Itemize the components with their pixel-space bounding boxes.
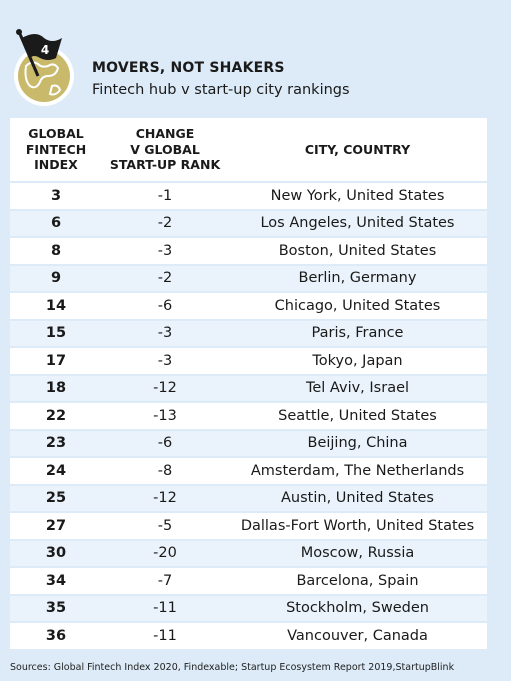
cell-city-country: Berlin, Germany <box>228 263 487 291</box>
table-row: 18 -12 Tel Aviv, Israel <box>10 373 487 401</box>
table-row: 30 -20 Moscow, Russia <box>10 538 487 566</box>
cell-city-country: Tel Aviv, Israel <box>228 373 487 401</box>
cell-rank-change: -1 <box>102 181 228 209</box>
cell-fintech-index: 24 <box>10 456 102 484</box>
cell-rank-change: -2 <box>102 208 228 236</box>
header-line: INDEX <box>34 157 78 173</box>
table-row: 35 -11 Stockholm, Sweden <box>10 593 487 621</box>
cell-rank-change: -7 <box>102 566 228 594</box>
cell-rank-change: -3 <box>102 346 228 374</box>
cell-fintech-index: 17 <box>10 346 102 374</box>
cell-fintech-index: 8 <box>10 236 102 264</box>
header-change-rank: CHANGE V GLOBAL START-UP RANK <box>102 118 228 181</box>
cell-city-country: Amsterdam, The Netherlands <box>228 456 487 484</box>
cell-fintech-index: 34 <box>10 566 102 594</box>
table-row: 14 -6 Chicago, United States <box>10 291 487 319</box>
cell-rank-change: -8 <box>102 456 228 484</box>
cell-fintech-index: 18 <box>10 373 102 401</box>
header-city-country: CITY, COUNTRY <box>228 118 487 181</box>
cell-city-country: Stockholm, Sweden <box>228 593 487 621</box>
cell-rank-change: -6 <box>102 291 228 319</box>
header-line: V GLOBAL <box>130 141 200 157</box>
table-row: 25 -12 Austin, United States <box>10 483 487 511</box>
table-row: 3 -1 New York, United States <box>10 181 487 209</box>
cell-fintech-index: 36 <box>10 621 102 649</box>
cell-city-country: Barcelona, Spain <box>228 566 487 594</box>
table-row: 23 -6 Beijing, China <box>10 428 487 456</box>
table-row: 22 -13 Seattle, United States <box>10 401 487 429</box>
cell-fintech-index: 25 <box>10 483 102 511</box>
cell-city-country: Beijing, China <box>228 428 487 456</box>
table-header-row: GLOBAL FINTECH INDEX CHANGE V GLOBAL STA… <box>10 118 487 181</box>
table-row: 15 -3 Paris, France <box>10 318 487 346</box>
header-global-fintech-index: GLOBAL FINTECH INDEX <box>10 118 102 181</box>
cell-rank-change: -13 <box>102 401 228 429</box>
cell-rank-change: -12 <box>102 373 228 401</box>
source-note: Sources: Global Fintech Index 2020, Find… <box>10 662 455 673</box>
cell-city-country: Chicago, United States <box>228 291 487 319</box>
table-row: 27 -5 Dallas-Fort Worth, United States <box>10 511 487 539</box>
chart-subtitle: Fintech hub v start-up city rankings <box>92 82 350 98</box>
cell-city-country: Moscow, Russia <box>228 538 487 566</box>
header-line: START-UP RANK <box>109 157 221 173</box>
cell-fintech-index: 9 <box>10 263 102 291</box>
table-row: 9 -2 Berlin, Germany <box>10 263 487 291</box>
cell-city-country: Dallas-Fort Worth, United States <box>228 511 487 539</box>
header-line: CHANGE <box>135 126 195 142</box>
cell-fintech-index: 15 <box>10 318 102 346</box>
cell-rank-change: -2 <box>102 263 228 291</box>
globe-flag-icon: 4 <box>14 29 74 106</box>
cell-city-country: Austin, United States <box>228 483 487 511</box>
rankings-table: GLOBAL FINTECH INDEX CHANGE V GLOBAL STA… <box>10 118 487 649</box>
table-row: 8 -3 Boston, United States <box>10 236 487 264</box>
cell-rank-change: -6 <box>102 428 228 456</box>
table-row: 17 -3 Tokyo, Japan <box>10 346 487 374</box>
badge-number: 4 <box>41 43 49 57</box>
cell-fintech-index: 23 <box>10 428 102 456</box>
cell-fintech-index: 35 <box>10 593 102 621</box>
cell-rank-change: -20 <box>102 538 228 566</box>
cell-fintech-index: 22 <box>10 401 102 429</box>
cell-fintech-index: 3 <box>10 181 102 209</box>
cell-rank-change: -5 <box>102 511 228 539</box>
cell-city-country: Paris, France <box>228 318 487 346</box>
table-row: 24 -8 Amsterdam, The Netherlands <box>10 456 487 484</box>
cell-rank-change: -3 <box>102 318 228 346</box>
cell-fintech-index: 14 <box>10 291 102 319</box>
table-row: 6 -2 Los Angeles, United States <box>10 208 487 236</box>
cell-city-country: New York, United States <box>228 181 487 209</box>
cell-fintech-index: 6 <box>10 208 102 236</box>
cell-city-country: Seattle, United States <box>228 401 487 429</box>
cell-city-country: Tokyo, Japan <box>228 346 487 374</box>
cell-fintech-index: 30 <box>10 538 102 566</box>
cell-fintech-index: 27 <box>10 511 102 539</box>
table-row: 36 -11 Vancouver, Canada <box>10 621 487 649</box>
header-line: FINTECH <box>25 141 87 157</box>
cell-city-country: Boston, United States <box>228 236 487 264</box>
table-body: 3 -1 New York, United States 6 -2 Los Angeles… <box>10 181 487 649</box>
cell-rank-change: -12 <box>102 483 228 511</box>
chart-title: MOVERS, NOT SHAKERS <box>92 60 285 76</box>
cell-rank-change: -3 <box>102 236 228 264</box>
cell-city-country: Los Angeles, United States <box>228 208 487 236</box>
cell-city-country: Vancouver, Canada <box>228 621 487 649</box>
cell-rank-change: -11 <box>102 593 228 621</box>
header-line: GLOBAL <box>28 126 84 142</box>
cell-rank-change: -11 <box>102 621 228 649</box>
table-row: 34 -7 Barcelona, Spain <box>10 566 487 594</box>
header: 4 MOVERS, NOT SHAKERS Fintech hub v star… <box>0 0 511 118</box>
